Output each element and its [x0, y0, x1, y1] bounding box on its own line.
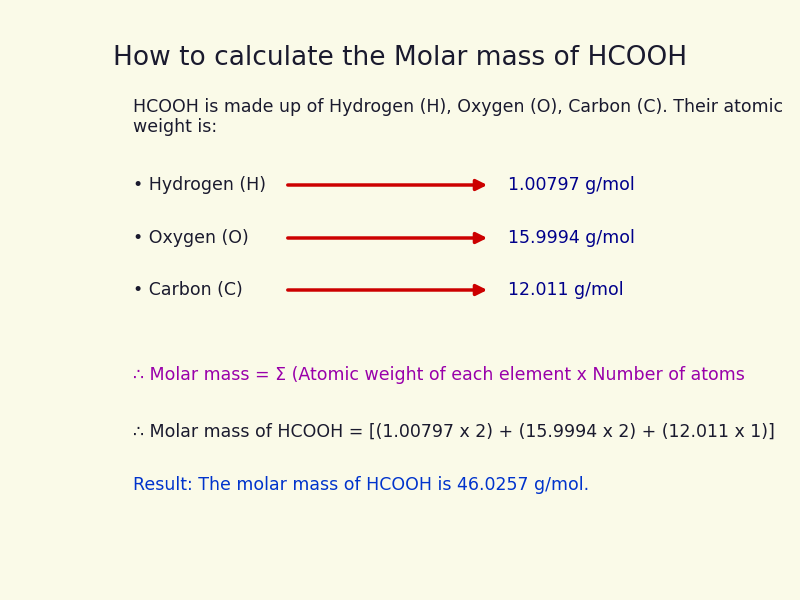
Text: Result: The molar mass of HCOOH is 46.0257 g/mol.: Result: The molar mass of HCOOH is 46.02… — [133, 476, 589, 494]
Text: HCOOH is made up of Hydrogen (H), Oxygen (O), Carbon (C). Their atomic: HCOOH is made up of Hydrogen (H), Oxygen… — [133, 98, 783, 116]
Text: ∴ Molar mass of HCOOH = [(1.00797 x 2) + (15.9994 x 2) + (12.011 x 1)]: ∴ Molar mass of HCOOH = [(1.00797 x 2) +… — [133, 423, 775, 441]
Text: • Oxygen (O): • Oxygen (O) — [133, 229, 249, 247]
Text: 1.00797 g/mol: 1.00797 g/mol — [508, 176, 634, 194]
Text: ∴ Molar mass = Σ (Atomic weight of each element x Number of atoms: ∴ Molar mass = Σ (Atomic weight of each … — [133, 366, 745, 384]
Text: • Hydrogen (H): • Hydrogen (H) — [133, 176, 266, 194]
Text: • Carbon (C): • Carbon (C) — [133, 281, 242, 299]
Text: 15.9994 g/mol: 15.9994 g/mol — [508, 229, 635, 247]
Text: How to calculate the Molar mass of HCOOH: How to calculate the Molar mass of HCOOH — [113, 45, 687, 71]
Text: 12.011 g/mol: 12.011 g/mol — [508, 281, 624, 299]
Text: weight is:: weight is: — [133, 118, 217, 136]
